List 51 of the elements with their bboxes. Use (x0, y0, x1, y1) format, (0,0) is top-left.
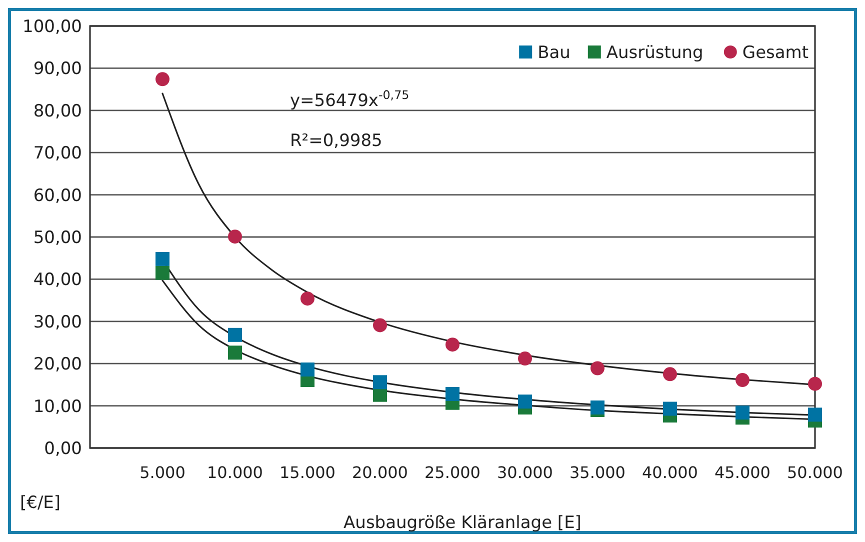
x-tick-label: 25.000 (424, 463, 480, 482)
point (808, 408, 822, 422)
point (373, 388, 387, 402)
point (156, 252, 170, 266)
y-tick-label: 60,00 (33, 186, 82, 206)
point (228, 328, 242, 342)
x-tick-label: 45.000 (714, 463, 770, 482)
x-tick-label: 30.000 (497, 463, 553, 482)
point (373, 375, 387, 390)
x-tick-label: 10.000 (207, 463, 263, 482)
point (228, 230, 242, 244)
point (590, 400, 604, 414)
point (663, 367, 677, 382)
annotation: y=56479x$^{-0,75}$ (290, 88, 410, 111)
y-tick-label: 100,00 (22, 16, 82, 37)
annotation: R²=0,9985 (290, 131, 382, 151)
y-tick-label: 30,00 (33, 312, 82, 332)
point (663, 402, 677, 416)
point (300, 292, 314, 306)
y-tick-label: 90,00 (33, 59, 82, 80)
x-axis-title: Ausbaugröße Kläranlage [E] (344, 513, 582, 533)
y-tick-label: 40,00 (33, 270, 82, 290)
point (518, 394, 532, 409)
y-tick-label: 70,00 (33, 144, 82, 164)
point (228, 346, 242, 360)
point (518, 352, 532, 366)
y-tick-label: 50,00 (33, 228, 82, 248)
point (736, 406, 750, 420)
x-tick-label: 20.000 (352, 463, 408, 482)
legend-label: Ausrüstung (606, 43, 704, 63)
y-tick-label: 80,00 (33, 101, 82, 122)
x-tick-label: 35.000 (570, 463, 626, 482)
y-tick-label: 0,00 (44, 438, 82, 459)
y-tick-label: 20,00 (33, 354, 82, 375)
point (373, 318, 387, 332)
point (590, 361, 604, 376)
legend-label: Bau (538, 43, 570, 63)
x-tick-label: 50.000 (787, 463, 843, 482)
point (446, 386, 460, 401)
y-tick-label: 10,00 (33, 396, 82, 417)
y-axis-title: [€/E] (20, 493, 61, 513)
point (156, 72, 170, 86)
point (300, 362, 314, 377)
point (808, 376, 822, 391)
point (156, 266, 170, 280)
point (446, 338, 460, 352)
point (736, 373, 750, 388)
legend-label: Gesamt (742, 43, 809, 63)
x-tick-label: 5.000 (140, 463, 186, 482)
x-tick-label: 15.000 (280, 463, 336, 482)
x-tick-label: 40.000 (642, 463, 698, 482)
